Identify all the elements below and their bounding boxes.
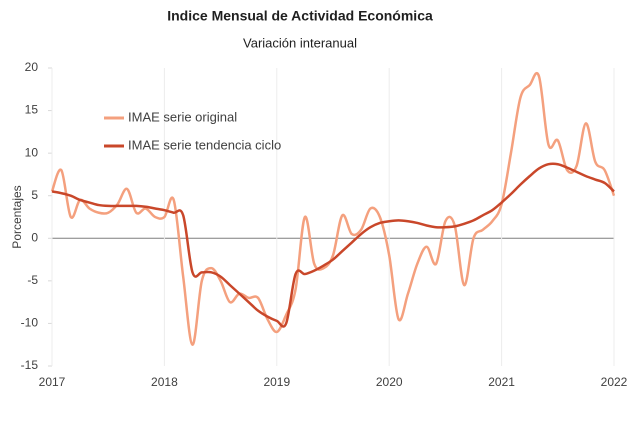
- y-tick-label: 15: [25, 103, 39, 117]
- x-tick-label: 2021: [488, 375, 515, 389]
- legend-label: IMAE serie tendencia ciclo: [128, 137, 281, 152]
- x-tick-label: 2019: [263, 375, 290, 389]
- y-tick-label: 0: [31, 230, 38, 244]
- chart-subtitle: Variación interanual: [243, 35, 357, 50]
- y-axis-label: Porcentajes: [10, 185, 24, 248]
- x-tick-label: 2022: [601, 375, 628, 389]
- y-tick-label: 20: [25, 60, 39, 74]
- x-tick-label: 2017: [39, 375, 66, 389]
- x-tick-label: 2018: [151, 375, 178, 389]
- y-tick-label: 10: [25, 145, 39, 159]
- y-tick-label: 5: [31, 188, 38, 202]
- y-tick-label: -5: [27, 273, 38, 287]
- x-tick-label: 2020: [376, 375, 403, 389]
- series-line: [50, 71, 616, 346]
- legend-label: IMAE serie original: [128, 109, 237, 124]
- y-tick-label: -15: [21, 358, 39, 372]
- series-line: [51, 162, 615, 328]
- y-tick-label: -10: [21, 316, 39, 330]
- chart-title: Indice Mensual de Actividad Económica: [167, 8, 433, 24]
